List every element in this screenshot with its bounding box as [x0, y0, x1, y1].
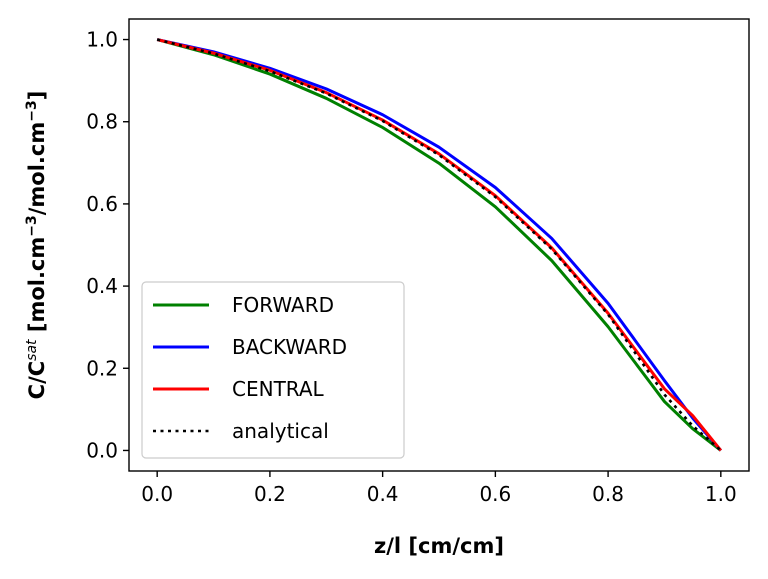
x-tick-label: 0.8	[592, 482, 624, 506]
y-axis-label: C/Csat [mol.cm−3/mol.cm−3]	[24, 91, 49, 400]
x-tick-label: 1.0	[705, 482, 737, 506]
x-tick-label: 0.4	[367, 482, 399, 506]
legend-label-forward: FORWARD	[232, 293, 334, 317]
y-tick-label: 0.4	[86, 274, 118, 298]
y-tick-label: 0.6	[86, 192, 118, 216]
series-line-analytical	[156, 38, 722, 452]
x-axis-label: z/l [cm/cm]	[374, 534, 504, 558]
legend-label-analytical: analytical	[232, 419, 329, 443]
series-line-backward	[156, 38, 722, 452]
series-line-forward	[156, 38, 722, 452]
legend-label-central: CENTRAL	[232, 377, 325, 401]
x-tick-label: 0.0	[141, 482, 173, 506]
x-tick-label: 0.6	[479, 482, 511, 506]
legend-box	[141, 281, 405, 459]
y-tick-label: 0.2	[86, 356, 118, 380]
y-tick-label: 1.0	[86, 28, 118, 52]
plot-frame	[128, 18, 750, 472]
y-tick-label: 0.0	[86, 438, 118, 462]
legend-label-backward: BACKWARD	[232, 335, 347, 359]
x-tick-label: 0.2	[254, 482, 286, 506]
legend: FORWARD BACKWARD CENTRAL analytical	[141, 281, 405, 459]
y-tick-label: 0.8	[86, 110, 118, 134]
